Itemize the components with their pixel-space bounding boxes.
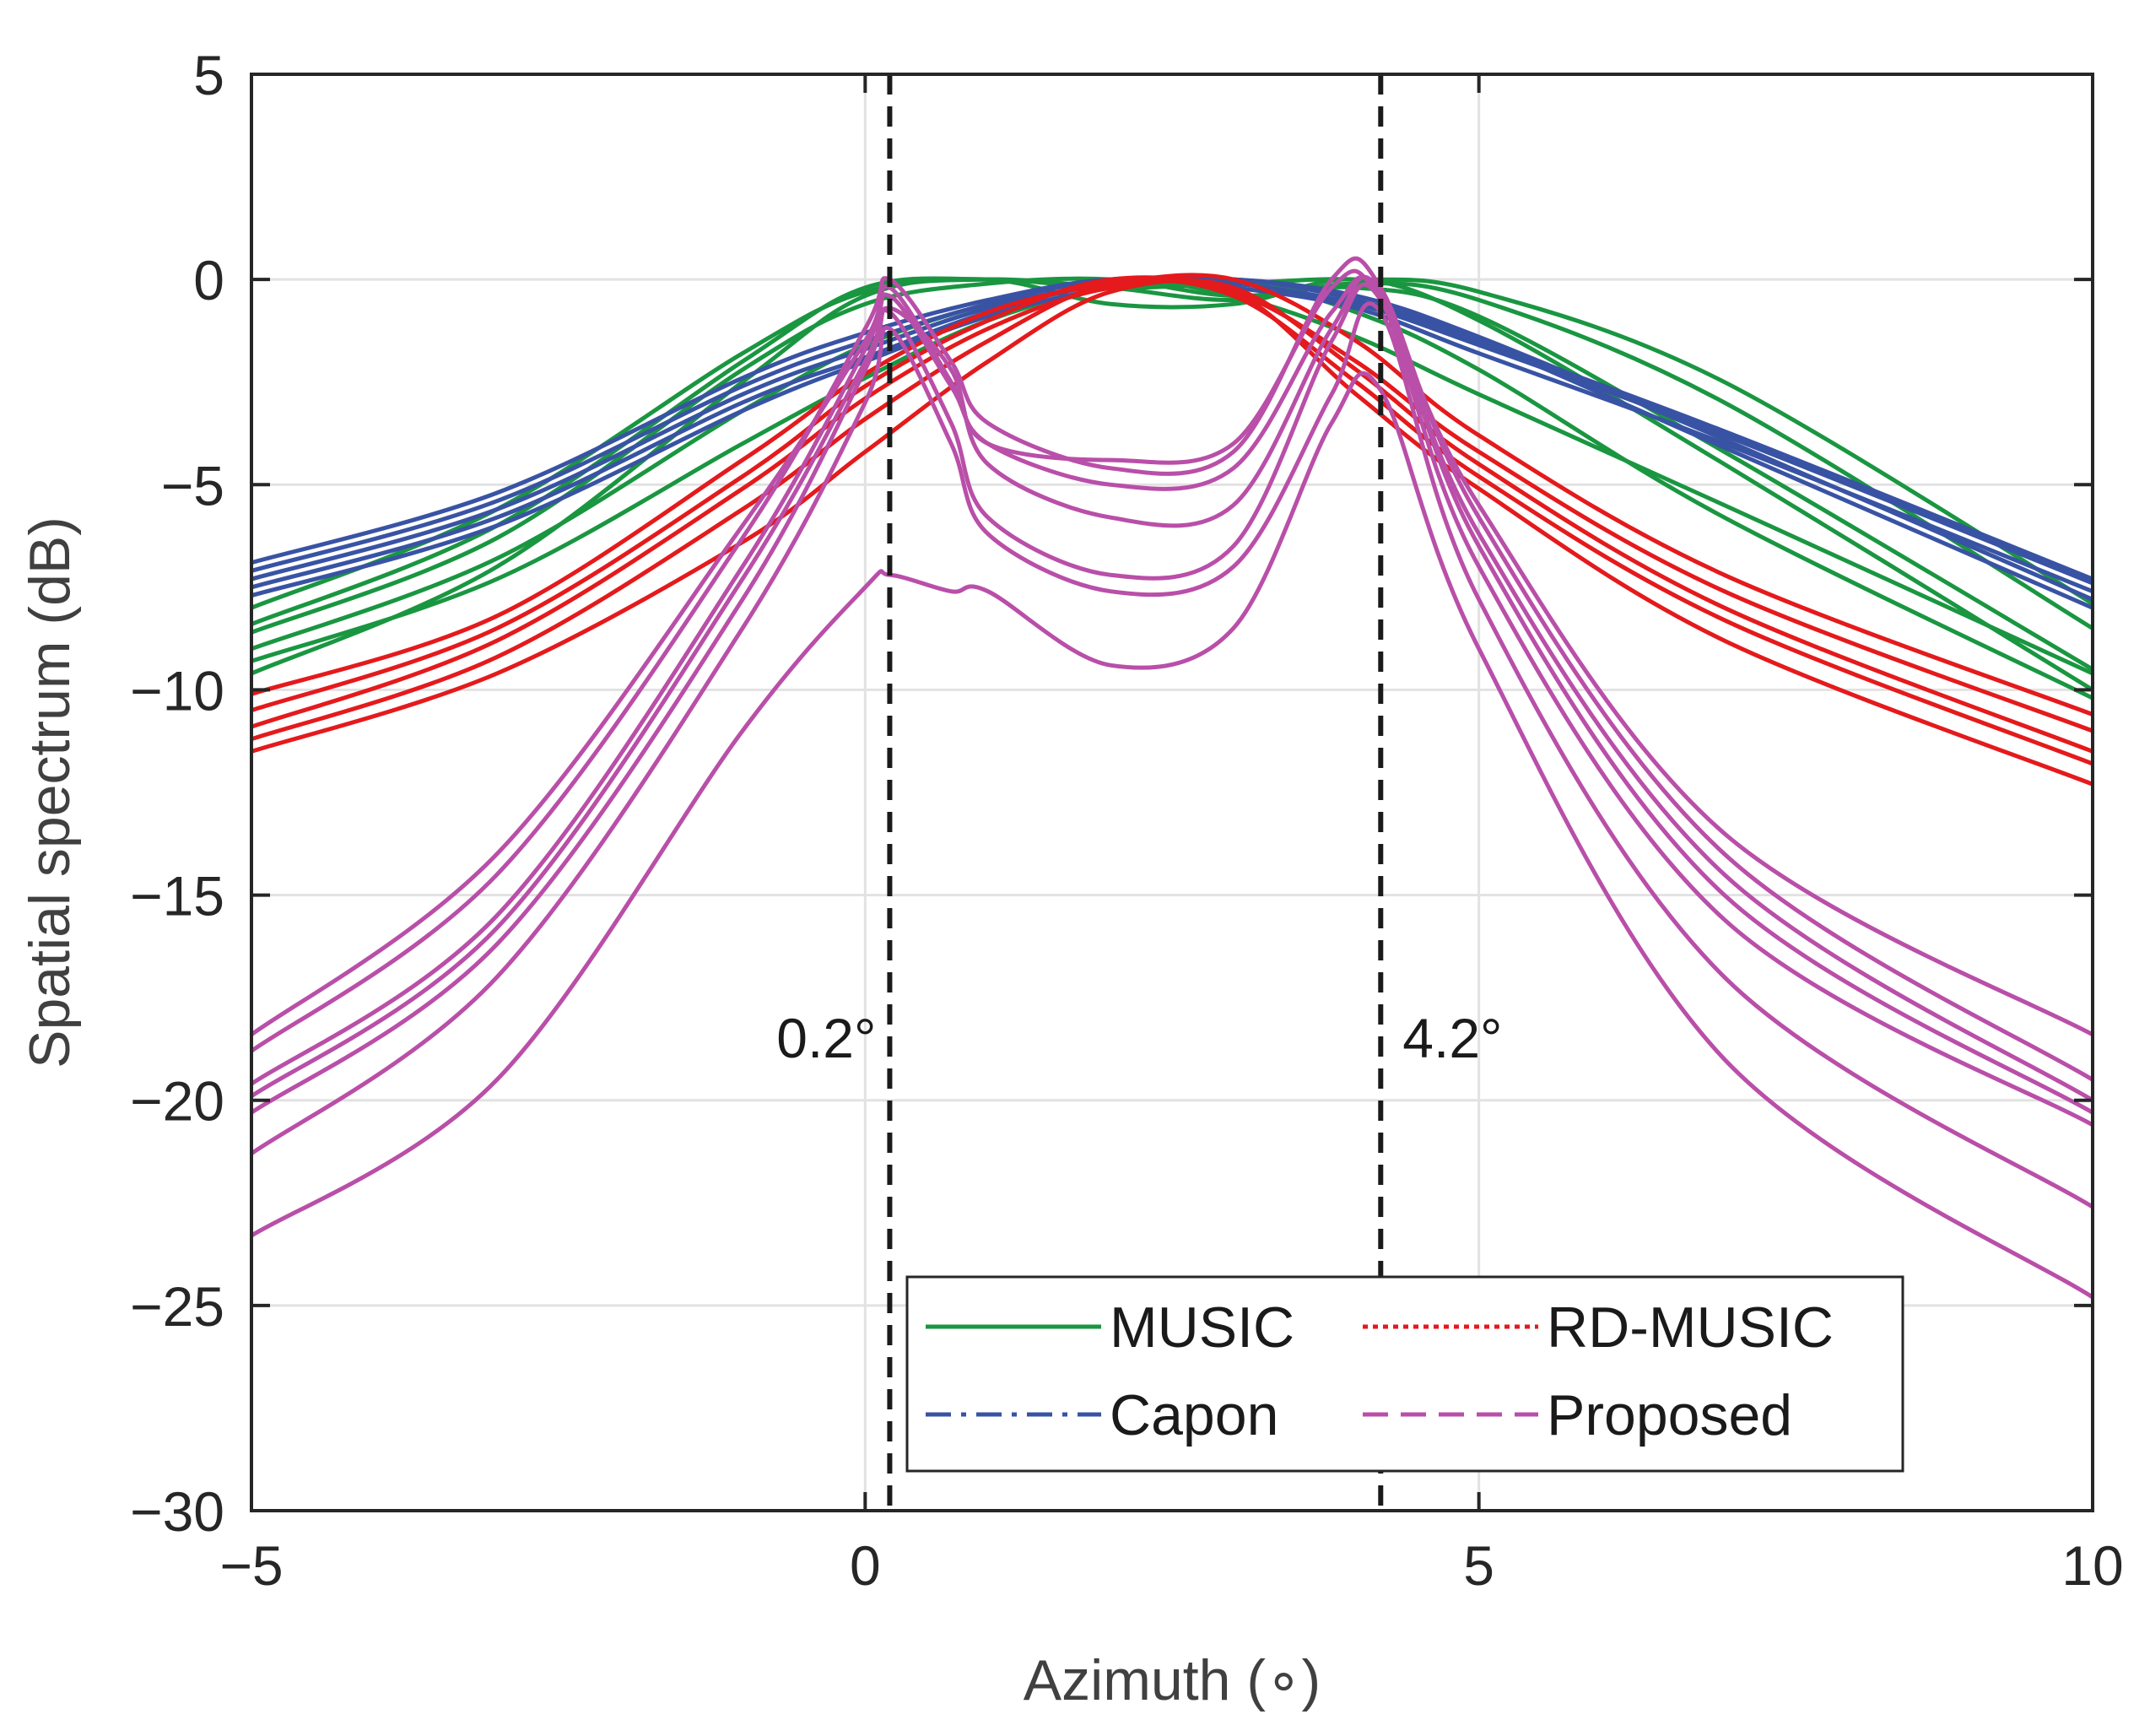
x-axis-label: Azimuth (∘) <box>1024 1648 1321 1712</box>
series-rd-music <box>251 273 2093 787</box>
series-proposed-curve-2 <box>251 256 2093 1082</box>
x-tick-label-2: 5 <box>1463 1534 1494 1597</box>
reference-lines: 0.2° 4.2° <box>776 74 1502 1511</box>
y-tick-label-1: 0 <box>193 249 224 311</box>
ticks: −5 0 5 10 5 0 −5 −10 −15 −20 −25 −30 <box>130 44 2124 1597</box>
series-proposed-curve-3 <box>251 275 2093 1103</box>
series-rd-music-curve-3 <box>251 278 2093 754</box>
x-tick-label-1: 0 <box>850 1534 881 1597</box>
legend-label-music: MUSIC <box>1110 1295 1294 1360</box>
legend-label-proposed: Proposed <box>1547 1383 1792 1447</box>
y-tick-label-6: −25 <box>130 1275 224 1338</box>
legend-label-capon: Capon <box>1110 1383 1278 1447</box>
y-tick-label-5: −20 <box>130 1070 224 1133</box>
series-proposed-curve-6 <box>251 301 2093 1209</box>
plot-frame <box>250 73 2094 1512</box>
series-proposed-curve-4 <box>251 274 2093 1115</box>
series-rd-music-curve-2 <box>251 275 2093 733</box>
series-proposed <box>251 256 2093 1300</box>
legend: MUSIC RD-MUSIC Capon Proposed <box>905 1275 1904 1473</box>
x-tick-label-3: 10 <box>2061 1534 2123 1597</box>
y-tick-label-3: −10 <box>130 659 224 722</box>
curves <box>251 256 2093 1300</box>
series-rd-music-curve-4 <box>251 278 2093 766</box>
series-proposed-curve-1 <box>251 268 2093 1037</box>
legend-box <box>905 1275 1904 1473</box>
series-rd-music-curve-5 <box>251 279 2093 787</box>
y-tick-label-2: −5 <box>161 454 224 516</box>
plot-area <box>251 74 2093 1511</box>
x-tick-label-0: −5 <box>219 1534 283 1597</box>
y-axis-label: Spatial spectrum (dB) <box>18 516 82 1068</box>
series-proposed-curve-5 <box>251 282 2093 1128</box>
reference-line-label-1: 0.2° <box>776 1007 876 1069</box>
reference-line-label-2: 4.2° <box>1402 1007 1502 1069</box>
y-tick-label-7: −30 <box>130 1480 224 1543</box>
series-proposed-curve-7 <box>251 370 2093 1300</box>
legend-label-rd-music: RD-MUSIC <box>1547 1295 1834 1360</box>
series-music-curve-1 <box>251 277 2093 692</box>
y-tick-label-0: 5 <box>193 44 224 106</box>
y-tick-label-4: −15 <box>130 865 224 927</box>
